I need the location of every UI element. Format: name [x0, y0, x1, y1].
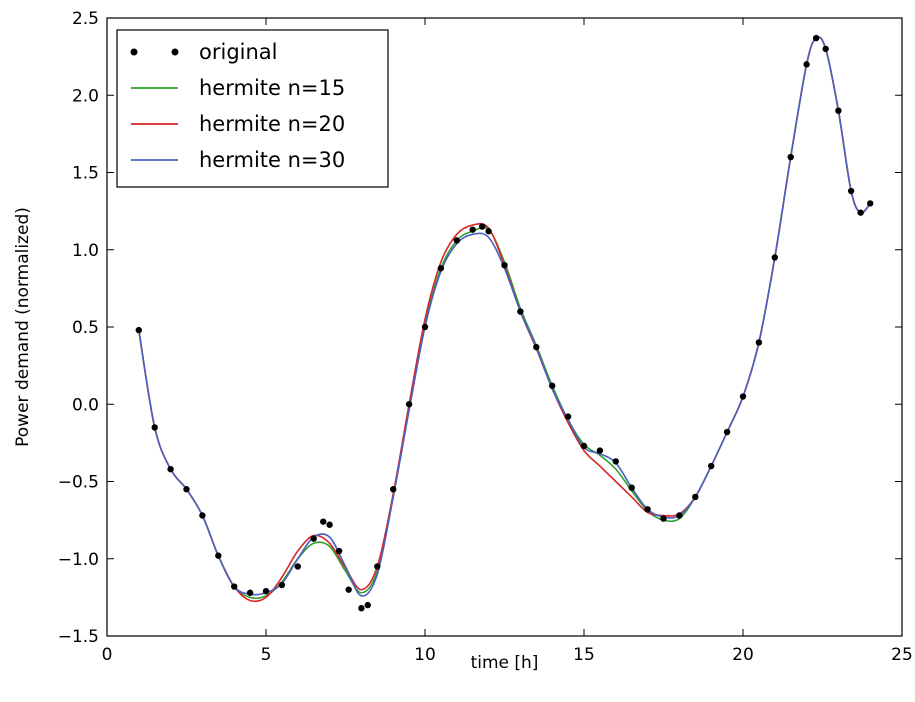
ticks-layer: 0 5 10 15 20 25 −1.5 −1.0 −0.5 0.0 0.5 1.0 1.5 2.0 2.5 [58, 9, 913, 665]
series-original-points [135, 34, 874, 612]
data-point [517, 308, 524, 315]
legend-item: hermite n=20 [131, 112, 345, 136]
plot-area: 0 5 10 15 20 25 −1.5 −1.0 −0.5 0.0 0.5 1.0 1.5 2.0 2.5 [58, 9, 913, 665]
y-tick-label: 0.0 [72, 395, 99, 415]
data-point [501, 262, 508, 269]
data-point [294, 563, 301, 570]
data-point [364, 601, 371, 609]
data-point [278, 581, 286, 589]
data-point [596, 447, 604, 454]
y-tick-label: −0.5 [58, 473, 99, 493]
legend-marker [171, 48, 179, 56]
legend: original hermite n=15 hermite n=20 hermite … [116, 29, 389, 188]
legend-item: hermite n=15 [131, 76, 345, 100]
x-tick-label: 25 [891, 645, 913, 665]
data-point [835, 107, 842, 114]
data-point [215, 552, 222, 559]
data-point [847, 187, 855, 195]
data-point [246, 589, 254, 596]
data-point [358, 604, 365, 612]
legend-label: original [199, 40, 278, 64]
data-point [612, 458, 619, 465]
x-tick-label: 10 [414, 645, 436, 665]
data-point [479, 223, 486, 230]
x-tick-label: 15 [573, 645, 595, 665]
data-point [135, 326, 142, 334]
data-point [857, 209, 864, 216]
data-point [771, 254, 778, 261]
data-point [812, 34, 820, 42]
x-tick-label: 20 [732, 645, 754, 665]
data-point [739, 393, 747, 400]
data-point [374, 563, 381, 570]
y-tick-label: 1.0 [72, 241, 99, 261]
data-point [469, 226, 476, 233]
x-axis-label: time [h] [471, 653, 539, 673]
data-point [335, 547, 343, 555]
y-tick-label: 2.0 [72, 86, 99, 106]
data-point [533, 343, 540, 351]
data-point [231, 583, 238, 590]
legend-label: hermite n=20 [199, 112, 345, 136]
data-point [167, 465, 174, 473]
legend-item: original [130, 40, 278, 64]
data-point [564, 413, 572, 420]
y-tick-label: −1.5 [58, 627, 99, 647]
y-tick-label: 2.5 [72, 9, 99, 29]
data-point [580, 442, 588, 450]
data-point [453, 237, 460, 244]
y-tick-label: 1.5 [72, 164, 99, 184]
data-point [628, 484, 635, 491]
data-point [867, 200, 874, 207]
legend-label: hermite n=30 [199, 148, 345, 172]
data-point [723, 428, 731, 436]
x-tick-label: 5 [261, 645, 272, 665]
data-point [549, 382, 556, 389]
data-point [692, 493, 699, 501]
data-point [183, 486, 190, 493]
data-point [345, 586, 352, 593]
data-point [660, 515, 667, 522]
y-axis-label: Power demand (normalized) [13, 207, 33, 447]
data-point [822, 45, 829, 53]
legend-marker [130, 48, 138, 56]
series-layer [135, 34, 874, 612]
data-point [199, 512, 206, 519]
data-point [676, 512, 683, 519]
y-tick-label: 0.5 [72, 318, 99, 338]
legend-item: hermite n=30 [131, 148, 345, 172]
data-point [437, 265, 445, 272]
data-point [485, 228, 492, 235]
x-tick-label: 0 [102, 645, 113, 665]
data-point [803, 61, 810, 68]
legend-label: hermite n=15 [199, 76, 345, 100]
data-point [787, 153, 794, 161]
data-point [310, 535, 317, 542]
y-tick-label: −1.0 [58, 550, 99, 570]
data-point [405, 401, 413, 408]
data-point [644, 506, 651, 513]
data-point [421, 323, 429, 331]
data-point [326, 521, 333, 528]
data-point [390, 486, 397, 493]
data-point [151, 424, 158, 431]
data-point [708, 462, 715, 470]
data-point [755, 339, 763, 346]
data-point [262, 587, 270, 595]
data-point [320, 518, 327, 525]
